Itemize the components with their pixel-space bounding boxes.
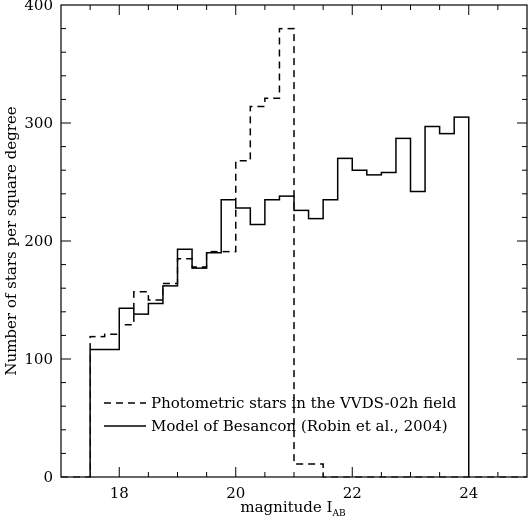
y-tick-label: 400 [24, 0, 53, 14]
legend-label-photometric: Photometric stars in the VVDS-02h field [151, 394, 457, 412]
tick-labels: 18 20 22 24 0 100 200 300 400 [24, 0, 478, 502]
series-besancon-model [89, 116, 470, 477]
x-tick-label: 18 [110, 484, 129, 502]
x-tick-label: 20 [226, 484, 245, 502]
x-tick-label: 24 [459, 484, 478, 502]
ticks [60, 4, 528, 478]
x-axis-label-main: magnitude I [240, 498, 332, 516]
x-axis-label: magnitude IAB [240, 498, 346, 519]
y-tick-label: 100 [24, 350, 53, 368]
y-tick-label: 300 [24, 114, 53, 132]
y-axis-label: Number of stars per square degree [2, 106, 20, 375]
x-tick-label: 22 [343, 484, 362, 502]
y-tick-label: 200 [24, 232, 53, 250]
x-axis-label-subscript: AB [331, 509, 345, 519]
series-layer [61, 27, 527, 478]
legend-label-besancon: Model of Besancon (Robin et al., 2004) [151, 417, 448, 435]
y-tick-label: 0 [43, 468, 53, 486]
legend: Photometric stars in the VVDS-02h field … [104, 394, 457, 435]
